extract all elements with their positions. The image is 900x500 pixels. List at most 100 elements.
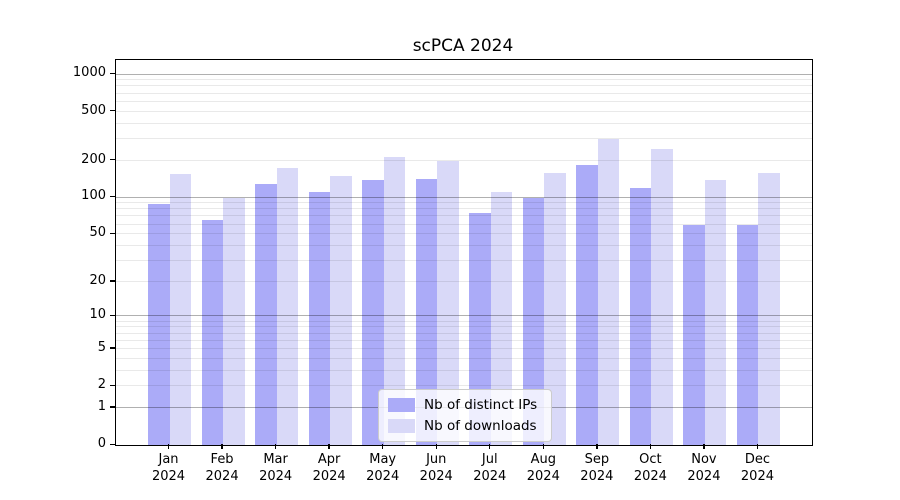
y-axis-tick: [110, 232, 115, 235]
minor-gridline: [116, 215, 812, 217]
bar-distinct-ips-dec: [736, 224, 759, 445]
year-label: 2024: [205, 469, 239, 484]
y-axis-tick: [110, 159, 115, 161]
y-axis-tick: [110, 406, 115, 408]
minor-gridline: [116, 159, 812, 161]
x-axis-tick: [328, 444, 330, 449]
x-tick-label: Jul 2024: [458, 451, 522, 485]
minor-gridline: [116, 122, 812, 124]
x-axis-tick: [649, 444, 652, 449]
x-tick-label: Nov 2024: [672, 451, 736, 485]
y-tick-label: 5: [97, 339, 106, 355]
legend-item: Nb of distinct IPs: [388, 397, 541, 413]
x-tick-label: Feb 2024: [190, 451, 254, 485]
year-label: 2024: [312, 469, 346, 484]
bar-distinct-ips-aug: [522, 198, 545, 445]
minor-gridline: [116, 208, 812, 210]
minor-gridline: [116, 326, 812, 328]
y-axis-tick: [110, 347, 115, 349]
minor-gridline: [116, 332, 812, 334]
bar-distinct-ips-jun: [415, 178, 438, 445]
y-axis-tick: [110, 72, 115, 75]
legend-swatch: [388, 398, 415, 412]
bar-downloads-may: [383, 156, 406, 445]
bar-distinct-ips-jul: [469, 213, 491, 445]
legend-item-label: Nb of distinct IPs: [424, 397, 538, 413]
bar-distinct-ips-nov: [683, 224, 705, 445]
year-label: 2024: [473, 469, 507, 484]
bar-downloads-aug: [544, 172, 566, 445]
x-axis-tick: [542, 444, 544, 449]
minor-gridline: [116, 347, 812, 349]
month-label: Nov: [691, 452, 717, 467]
bar-distinct-ips-feb: [201, 219, 224, 445]
x-axis-tick: [435, 444, 437, 449]
x-tick-label: Sep 2024: [565, 451, 629, 485]
month-label: Jul: [481, 452, 498, 467]
x-axis-tick: [221, 444, 223, 449]
minor-gridline: [116, 233, 812, 235]
bar-distinct-ips-oct: [629, 187, 652, 445]
y-tick-label: 500: [81, 102, 106, 118]
x-axis-tick: [756, 444, 759, 449]
y-tick-label: 2: [97, 377, 106, 393]
year-label: 2024: [526, 469, 560, 484]
y-tick-label: 0: [97, 436, 106, 451]
month-label: Sep: [584, 452, 610, 467]
bar-downloads-sep: [597, 138, 620, 445]
x-axis-tick: [381, 444, 384, 449]
minor-gridline: [116, 244, 812, 246]
y-tick-label: 10: [89, 307, 106, 323]
y-tick-label: 50: [89, 225, 106, 241]
x-axis-tick: [167, 444, 170, 449]
bar-downloads-oct: [651, 148, 673, 445]
x-tick-label: May 2024: [351, 451, 415, 485]
bar-distinct-ips-apr: [308, 191, 331, 445]
x-axis-tick: [596, 444, 598, 449]
year-label: 2024: [633, 469, 667, 484]
x-tick-label: Oct 2024: [618, 451, 682, 485]
legend-item-label: Nb of downloads: [424, 418, 537, 434]
x-axis-tick: [489, 444, 491, 449]
y-axis-tick: [110, 110, 115, 112]
minor-gridline: [116, 385, 812, 387]
x-axis-tick: [274, 444, 277, 449]
major-gridline: [116, 196, 812, 198]
legend-item: Nb of downloads: [388, 418, 541, 434]
minor-gridline: [116, 85, 812, 87]
major-gridline: [116, 73, 812, 75]
y-tick-label: 1000: [72, 65, 106, 81]
month-label: Aug: [530, 452, 556, 467]
year-label: 2024: [740, 469, 774, 484]
minor-gridline: [116, 92, 812, 94]
minor-gridline: [116, 369, 812, 371]
x-tick-label: Jun 2024: [404, 451, 468, 485]
minor-gridline: [116, 110, 812, 112]
bar-distinct-ips-jan: [148, 204, 170, 445]
bar-downloads-feb: [223, 197, 245, 445]
y-tick-label: 200: [81, 151, 106, 167]
year-label: 2024: [419, 469, 453, 484]
bar-distinct-ips-sep: [576, 164, 598, 445]
major-gridline: [116, 315, 812, 317]
month-label: Feb: [210, 452, 234, 467]
bar-distinct-ips-mar: [255, 184, 277, 445]
year-label: 2024: [687, 469, 721, 484]
year-label: 2024: [259, 469, 293, 484]
bar-distinct-ips-may: [362, 180, 384, 445]
minor-gridline: [116, 79, 812, 81]
y-axis-tick: [110, 443, 115, 445]
month-label: Oct: [639, 452, 662, 467]
legend: Nb of distinct IPs Nb of downloads: [378, 389, 553, 442]
minor-gridline: [116, 280, 812, 282]
bar-downloads-dec: [758, 173, 780, 445]
legend-swatch: [388, 419, 415, 433]
year-label: 2024: [580, 469, 614, 484]
x-tick-label: Dec 2024: [725, 451, 789, 485]
month-label: Apr: [317, 452, 341, 467]
month-label: Jan: [158, 452, 179, 467]
chart-title: scPCA 2024: [412, 36, 514, 56]
minor-gridline: [116, 320, 812, 322]
x-tick-label: Mar 2024: [244, 451, 308, 485]
